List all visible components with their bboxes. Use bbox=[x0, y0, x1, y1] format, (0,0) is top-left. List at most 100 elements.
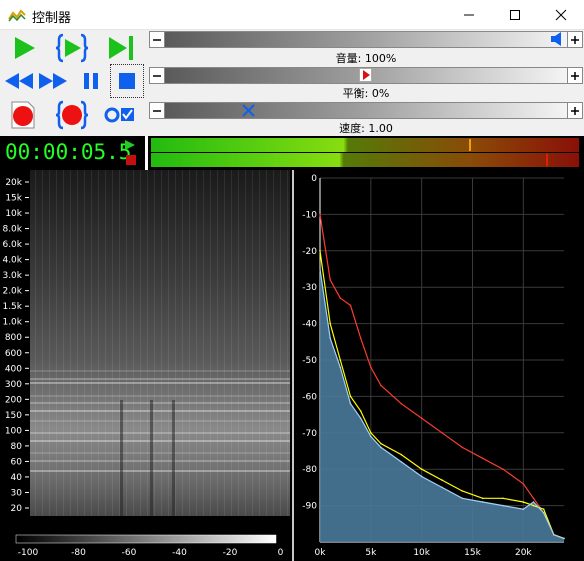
spectrum-point bbox=[441, 486, 443, 489]
freq-tick-label: 600 bbox=[5, 349, 22, 359]
spectrum-lines bbox=[319, 213, 565, 540]
spectrum-x-axis: 0k 5k 10k 15k 20k bbox=[315, 548, 533, 558]
spectrum-point bbox=[319, 250, 321, 252]
maximize-icon bbox=[510, 10, 520, 20]
colorbar-tick-label: -20 bbox=[223, 548, 238, 558]
y-tick-label: -60 bbox=[302, 392, 317, 402]
record-monitor-icon bbox=[104, 107, 134, 123]
volume-track[interactable] bbox=[165, 31, 567, 48]
record-to-file-icon bbox=[11, 101, 35, 129]
maximize-button[interactable] bbox=[492, 0, 538, 30]
pause-button[interactable] bbox=[74, 64, 108, 98]
speed-label: 速度: 1.00 bbox=[339, 122, 393, 135]
spectrum-point bbox=[441, 432, 443, 434]
play-button[interactable] bbox=[7, 31, 41, 65]
spectrogram-bands bbox=[30, 370, 290, 516]
spectrum-point bbox=[400, 461, 403, 463]
fast-forward-icon bbox=[39, 73, 67, 89]
play-loop-icon bbox=[56, 33, 88, 63]
title-bar: 控制器 bbox=[0, 0, 584, 30]
y-tick-label: -50 bbox=[302, 356, 317, 366]
balance-label: 平衡: 0% bbox=[342, 87, 390, 100]
speed-thumb[interactable] bbox=[242, 103, 255, 117]
spectrum-point bbox=[420, 475, 423, 478]
app-logo-icon bbox=[8, 9, 26, 22]
rewind-button[interactable] bbox=[2, 64, 36, 98]
spectrum-point bbox=[380, 384, 382, 387]
cross-marker-icon bbox=[242, 103, 255, 117]
spectrum-chart: 0 -10 -20 -30 -40 -50 -60 -70 -80 -90 0k 5k 10k 15k 2… bbox=[294, 170, 584, 561]
play-to-end-icon bbox=[109, 36, 133, 60]
close-button[interactable] bbox=[538, 0, 584, 30]
y-tick-label: -30 bbox=[302, 283, 317, 293]
spectrum-point bbox=[319, 268, 321, 270]
y-tick-label: -20 bbox=[302, 247, 317, 257]
plus-icon bbox=[571, 106, 579, 115]
freq-tick-label: 20k bbox=[5, 178, 22, 188]
freq-tick-label: 3.0k bbox=[2, 271, 22, 281]
freq-tick-label: 40 bbox=[11, 473, 23, 483]
freq-tick-label: 30 bbox=[11, 488, 23, 498]
spectrum-point bbox=[380, 442, 382, 445]
spectrum-panel: 0 -10 -20 -30 -40 -50 -60 -70 -80 -90 0k 5k 10k 15k 2… bbox=[292, 170, 584, 561]
stop-button[interactable] bbox=[110, 64, 144, 98]
window-title: 控制器 bbox=[32, 11, 72, 26]
fast-forward-button[interactable] bbox=[36, 64, 70, 98]
spectrum-point bbox=[380, 446, 382, 449]
play-to-end-button[interactable] bbox=[103, 31, 137, 65]
y-tick-label: -90 bbox=[302, 502, 317, 512]
minimize-icon bbox=[464, 14, 474, 16]
time-readout: 00:00:05.5 bbox=[5, 140, 132, 164]
speed-decrease-button[interactable] bbox=[149, 102, 165, 119]
minimize-button[interactable] bbox=[446, 0, 492, 30]
spectrum-point bbox=[481, 497, 484, 500]
volume-thumb[interactable] bbox=[550, 32, 563, 46]
spectrum-point bbox=[553, 533, 555, 536]
balance-decrease-button[interactable] bbox=[149, 67, 165, 84]
record-loop-button[interactable] bbox=[55, 98, 89, 132]
spectrum-point bbox=[339, 359, 342, 361]
speed-slider[interactable] bbox=[149, 102, 583, 119]
balance-thumb[interactable] bbox=[359, 68, 372, 82]
balance-increase-button[interactable] bbox=[567, 67, 583, 84]
freq-tick-label: 8.0k bbox=[2, 225, 22, 235]
freq-tick-label: 20 bbox=[11, 504, 23, 514]
spectrum-point bbox=[370, 432, 372, 434]
stop-icon bbox=[119, 73, 135, 89]
freq-tick-label: 100 bbox=[5, 426, 22, 436]
spectrum-point bbox=[349, 395, 352, 398]
spectrum-fill bbox=[320, 269, 564, 542]
play-loop-button[interactable] bbox=[55, 31, 89, 65]
colorbar-tick-label: -80 bbox=[71, 548, 86, 558]
spectrum-point bbox=[532, 497, 535, 500]
volume-decrease-button[interactable] bbox=[149, 31, 165, 48]
freq-tick-label: 400 bbox=[5, 364, 22, 374]
record-to-file-button[interactable] bbox=[6, 98, 40, 132]
spectrum-point bbox=[339, 366, 342, 369]
record-monitor-button[interactable] bbox=[103, 98, 137, 132]
freq-tick-label: 300 bbox=[5, 380, 22, 390]
spectrum-point bbox=[370, 435, 372, 438]
spectrum-series-line bbox=[319, 250, 565, 539]
spectrum-point bbox=[329, 337, 331, 339]
balance-slider[interactable] bbox=[149, 67, 583, 84]
volume-slider[interactable] bbox=[149, 31, 583, 48]
spectrum-point bbox=[359, 417, 362, 419]
volume-increase-button[interactable] bbox=[567, 31, 583, 48]
spectrum-point bbox=[532, 501, 535, 503]
spectrum-point bbox=[441, 479, 443, 481]
spectrum-series-line bbox=[319, 268, 565, 539]
minus-icon bbox=[153, 74, 161, 77]
level-meter bbox=[148, 136, 584, 170]
colorbar-axis: -100 -80 -60 -40 -20 0 bbox=[18, 548, 284, 558]
spectrogram-view: 20k15k10k8.0k6.0k4.0k3.0k2.0k1.5k1.0k800… bbox=[0, 170, 292, 561]
spectrum-point bbox=[481, 501, 484, 503]
speed-track[interactable] bbox=[165, 102, 567, 119]
freq-tick-label: 15k bbox=[5, 194, 22, 204]
x-tick-label: 15k bbox=[464, 548, 481, 558]
spectrum-point bbox=[542, 512, 545, 514]
spectrum-point bbox=[532, 504, 535, 507]
spectrogram-panel: 20k 15k 10k 8.0k 6.0k 4.0k 3.0k 2.0k 1.5k 1.0k 800… bbox=[0, 170, 292, 561]
speed-increase-button[interactable] bbox=[567, 102, 583, 119]
spectrum-point bbox=[400, 402, 403, 405]
